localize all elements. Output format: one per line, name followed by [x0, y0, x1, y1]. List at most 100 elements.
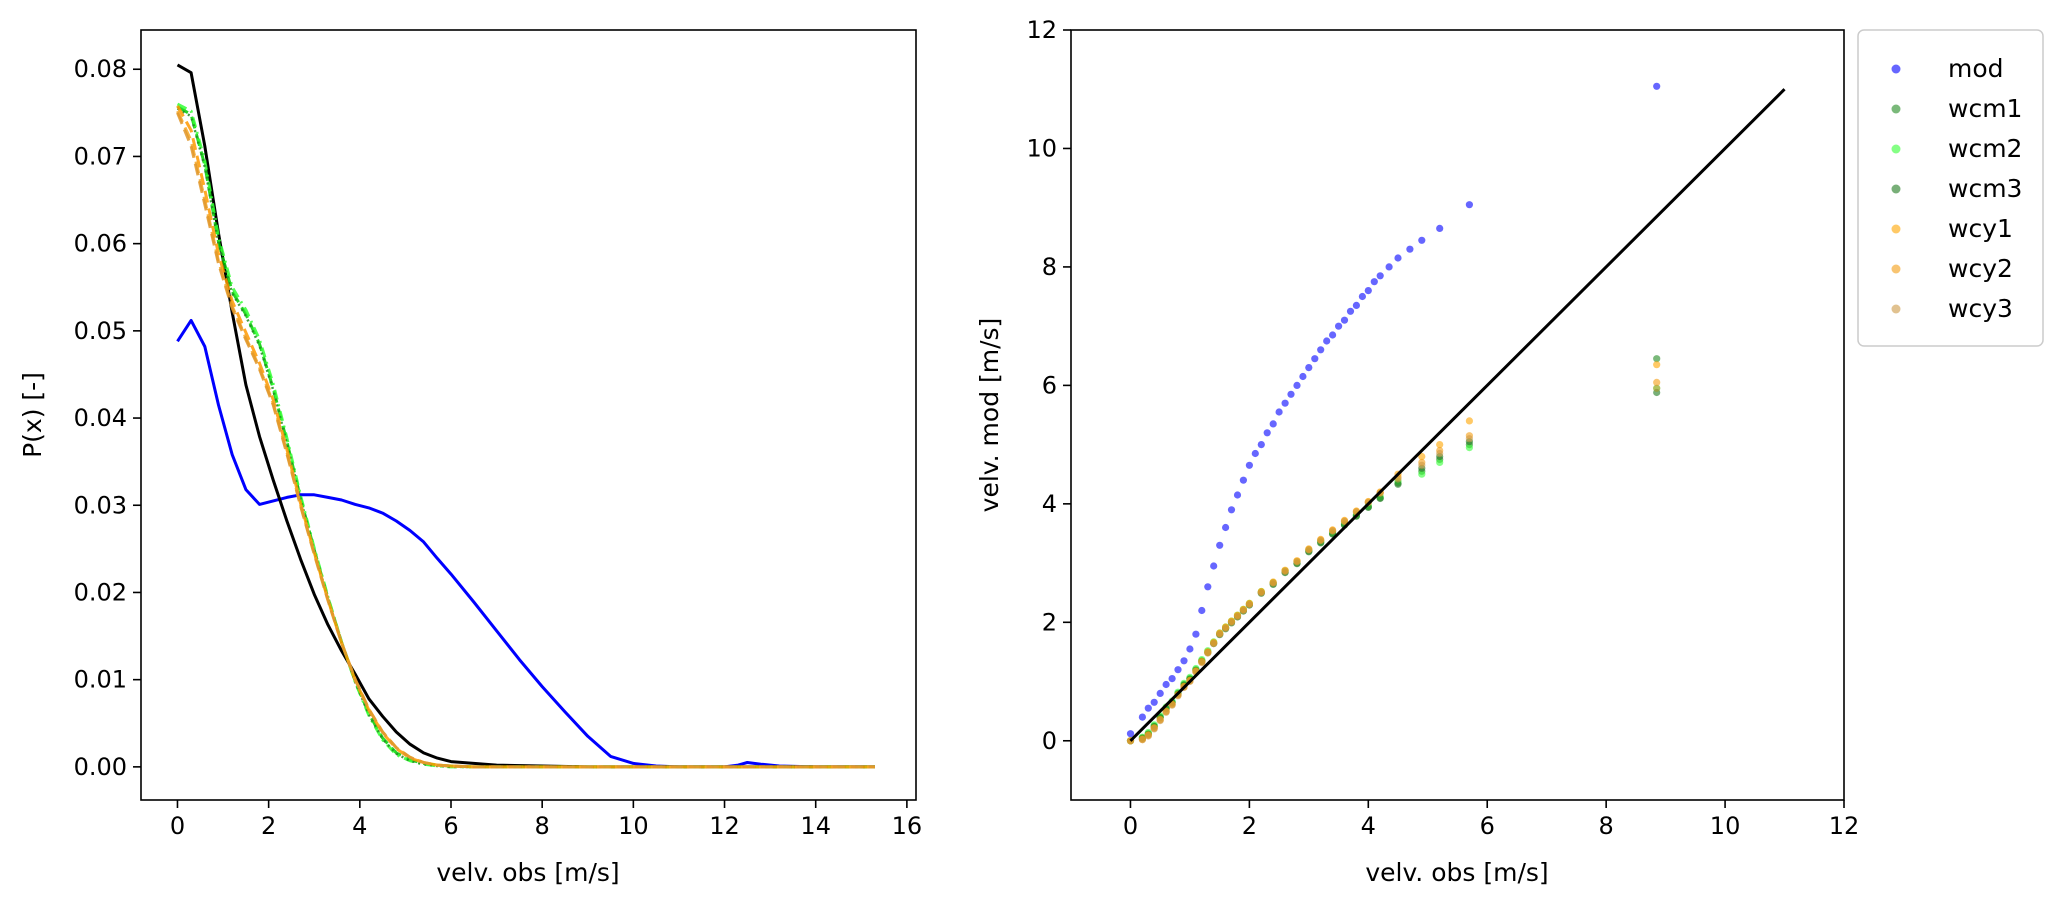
scatter-point-mod	[1370, 278, 1378, 286]
scatter-point-mod	[1418, 236, 1426, 244]
scatter-point-mod	[1216, 541, 1224, 549]
left-y-tick-label: 0.03	[74, 491, 127, 519]
legend-label-wcm1: wcm1	[1948, 94, 2022, 123]
scatter-point-wcy3	[1210, 640, 1218, 648]
scatter-point-mod	[1406, 245, 1414, 253]
scatter-point-wcy3	[1144, 732, 1152, 740]
right-x-tick-label: 8	[1599, 812, 1614, 840]
legend-label-wcm2: wcm2	[1948, 134, 2022, 163]
series-mod	[1126, 82, 1661, 738]
scatter-point-wcy3	[1227, 618, 1236, 626]
right-y-tick-label: 0	[1042, 727, 1057, 755]
scatter-point-mod	[1281, 399, 1289, 407]
scatter-point-wcy3	[1418, 461, 1426, 469]
scatter-point-wcy3	[1317, 537, 1325, 545]
scatter-point-wcy3	[1222, 624, 1230, 632]
scatter-point-mod	[1352, 301, 1360, 309]
left-y-tick-label: 0.08	[74, 55, 127, 83]
scatter-point-wcy1	[1418, 452, 1426, 461]
scatter-point-mod	[1293, 381, 1301, 389]
series-wcy3	[1126, 384, 1661, 745]
scatter-point-wcy3	[1329, 527, 1337, 535]
right-x-ticks: 0 2 4 6 8 10 12	[1123, 800, 1859, 840]
right-x-tick-label: 2	[1242, 812, 1257, 840]
left-x-tick-label: 4	[352, 812, 367, 840]
left-y-tick-label: 0.06	[74, 230, 127, 258]
left-x-tick-label: 2	[261, 812, 276, 840]
scatter-point-mod	[1162, 680, 1170, 689]
scatter-point-wcy3	[1138, 736, 1146, 744]
legend-label-wcm3: wcm3	[1948, 174, 2022, 203]
right-y-tick-label: 6	[1042, 371, 1057, 399]
scatter-point-wcy3	[1162, 708, 1170, 716]
scatter-point-wcy2	[1653, 378, 1661, 386]
scatter-point-mod	[1150, 698, 1158, 706]
scatter-point-mod	[1317, 346, 1325, 354]
right-y-tick-label: 4	[1042, 490, 1057, 518]
scatter-point-wcy3	[1239, 606, 1247, 615]
right-x-tick-label: 10	[1710, 812, 1741, 840]
scatter-point-mod	[1180, 657, 1188, 665]
scatter-point-wcy3	[1156, 717, 1164, 725]
right-y-tick-label: 2	[1042, 608, 1057, 636]
left-y-tick-label: 0.02	[74, 578, 127, 606]
scatter-point-mod	[1245, 461, 1253, 469]
left-x-axis-label: velv. obs [m/s]	[436, 858, 619, 887]
scatter-point-mod	[1364, 287, 1372, 295]
legend-label-wcy1: wcy1	[1948, 214, 2013, 243]
legend-marker-wcm2	[1891, 144, 1901, 154]
scatter-point-mod	[1233, 491, 1242, 499]
scatter-point-mod	[1323, 337, 1331, 345]
right-y-ticks: 0 2 4 6 8 10 12	[1026, 16, 1071, 755]
scatter-point-mod	[1227, 506, 1236, 514]
left-y-tick-label: 0.04	[74, 404, 127, 432]
legend-marker-wcy2	[1891, 264, 1901, 274]
right-y-tick-label: 12	[1026, 16, 1057, 44]
left-x-tick-label: 6	[443, 812, 458, 840]
scatter-point-mod	[1263, 429, 1271, 437]
scatter-point-mod	[1174, 666, 1182, 674]
scatter-point-wcy3	[1204, 649, 1212, 657]
scatter-point-mod	[1653, 82, 1661, 90]
scatter-point-wcy3	[1340, 518, 1349, 526]
scatter-point-wcy3	[1465, 435, 1473, 443]
scatter-point-mod	[1329, 331, 1337, 339]
legend-marker-mod	[1891, 64, 1901, 74]
legend-label-wcy2: wcy2	[1948, 254, 2013, 283]
left-y-tick-label: 0.01	[74, 666, 127, 694]
scatter-point-wcy3	[1257, 589, 1265, 597]
scatter-point-mod	[1138, 713, 1146, 721]
scatter-point-wcm3	[1394, 480, 1402, 488]
scatter-point-mod	[1198, 606, 1206, 615]
scatter-point-wcy3	[1233, 612, 1242, 621]
right-series-group	[1126, 82, 1786, 745]
left-y-tick-label: 0.00	[74, 753, 127, 781]
scatter-point-wcy3	[1150, 725, 1158, 733]
scatter-point-mod	[1192, 630, 1200, 638]
scatter-point-wcy3	[1245, 600, 1253, 609]
left-y-tick-label: 0.07	[74, 142, 127, 170]
scatter-point-wcm3	[1376, 494, 1384, 503]
scatter-point-mod	[1299, 372, 1307, 381]
scatter-point-wcy3	[1269, 579, 1277, 587]
scatter-point-wcm2	[1436, 458, 1444, 466]
left-y-tick-label: 0.05	[74, 317, 127, 345]
scatter-point-mod	[1144, 704, 1152, 712]
one-to-one-line	[1129, 88, 1786, 742]
scatter-point-mod	[1168, 675, 1176, 683]
scatter-point-mod	[1305, 364, 1313, 372]
scatter-point-mod	[1376, 272, 1384, 280]
scatter-point-wcy3	[1198, 659, 1206, 667]
left-x-ticks: 0 2 4 6 8 10 12 14 16	[170, 800, 922, 840]
scatter-point-wcy1	[1465, 417, 1473, 425]
right-x-tick-label: 4	[1361, 812, 1376, 840]
scatter-point-mod	[1287, 390, 1295, 398]
left-x-tick-label: 0	[170, 812, 185, 840]
right-y-tick-label: 10	[1026, 134, 1057, 162]
right-y-axis-label: velv. mod [m/s]	[975, 318, 1004, 513]
right-x-tick-label: 6	[1480, 812, 1495, 840]
scatter-point-wcm2	[1418, 470, 1426, 478]
scatter-point-mod	[1126, 730, 1135, 738]
scatter-point-mod	[1204, 583, 1212, 591]
